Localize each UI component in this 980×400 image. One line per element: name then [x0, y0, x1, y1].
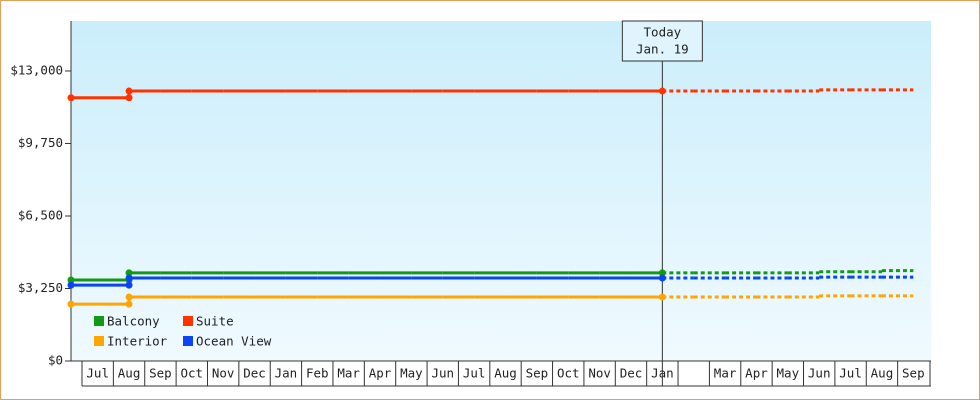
- x-tick-label: Feb: [306, 366, 329, 381]
- x-tick-label: Aug: [494, 366, 517, 381]
- legend-label: Balcony: [107, 314, 160, 329]
- x-tick-label: Jul: [86, 366, 109, 381]
- today-label: Jan. 19: [636, 42, 689, 57]
- legend-label: Interior: [107, 334, 168, 349]
- series-marker: [67, 281, 75, 289]
- x-tick-label: Jul: [839, 366, 862, 381]
- x-tick-label: Sep: [149, 366, 172, 381]
- x-tick-label: Dec: [243, 366, 266, 381]
- series-marker: [125, 87, 133, 95]
- series-marker: [125, 274, 133, 282]
- legend-swatch: [94, 316, 104, 326]
- today-label: Today: [644, 25, 682, 40]
- x-tick-label: Nov: [588, 366, 611, 381]
- x-tick-label: Sep: [526, 366, 549, 381]
- y-tick-label: $9,750: [18, 135, 63, 150]
- y-tick-label: $13,000: [10, 62, 63, 77]
- series-marker: [67, 300, 75, 308]
- series-marker: [67, 276, 75, 284]
- legend-swatch: [183, 336, 193, 346]
- x-tick-label: Nov: [212, 366, 235, 381]
- x-tick-label: Jul: [463, 366, 486, 381]
- x-tick-label: Oct: [181, 366, 204, 381]
- series-marker: [125, 269, 133, 277]
- x-tick-label: Jan: [275, 366, 298, 381]
- series-marker: [67, 94, 75, 102]
- series-marker: [125, 94, 133, 102]
- x-tick-label: Apr: [745, 366, 768, 381]
- series-marker: [125, 281, 133, 289]
- x-tick-label: Mar: [337, 366, 360, 381]
- x-tick-label: Dec: [620, 366, 643, 381]
- legend-label: Ocean View: [196, 334, 272, 349]
- y-tick-label: $3,250: [18, 280, 63, 295]
- legend-swatch: [94, 336, 104, 346]
- x-tick-label: Apr: [369, 366, 392, 381]
- x-tick-label: Jun: [431, 366, 454, 381]
- x-tick-label: Aug: [871, 366, 894, 381]
- legend-label: Suite: [196, 314, 234, 329]
- x-tick-label: Mar: [714, 366, 737, 381]
- today-box: [621, 20, 703, 62]
- series-marker: [658, 274, 666, 282]
- y-tick-label: $0: [48, 353, 63, 368]
- legend-swatch: [183, 316, 193, 326]
- x-tick-label: May: [777, 366, 800, 381]
- x-tick-label: May: [400, 366, 423, 381]
- x-tick-label: Oct: [557, 366, 580, 381]
- series-marker: [125, 300, 133, 308]
- series-marker: [658, 293, 666, 301]
- x-tick-label: Sep: [902, 366, 925, 381]
- x-tick-label: Jun: [808, 366, 831, 381]
- x-tick-label: Aug: [118, 366, 141, 381]
- plot-area: [71, 21, 931, 361]
- y-tick-label: $6,500: [18, 207, 63, 222]
- series-marker: [658, 87, 666, 95]
- series-marker: [658, 269, 666, 277]
- series-marker: [125, 293, 133, 301]
